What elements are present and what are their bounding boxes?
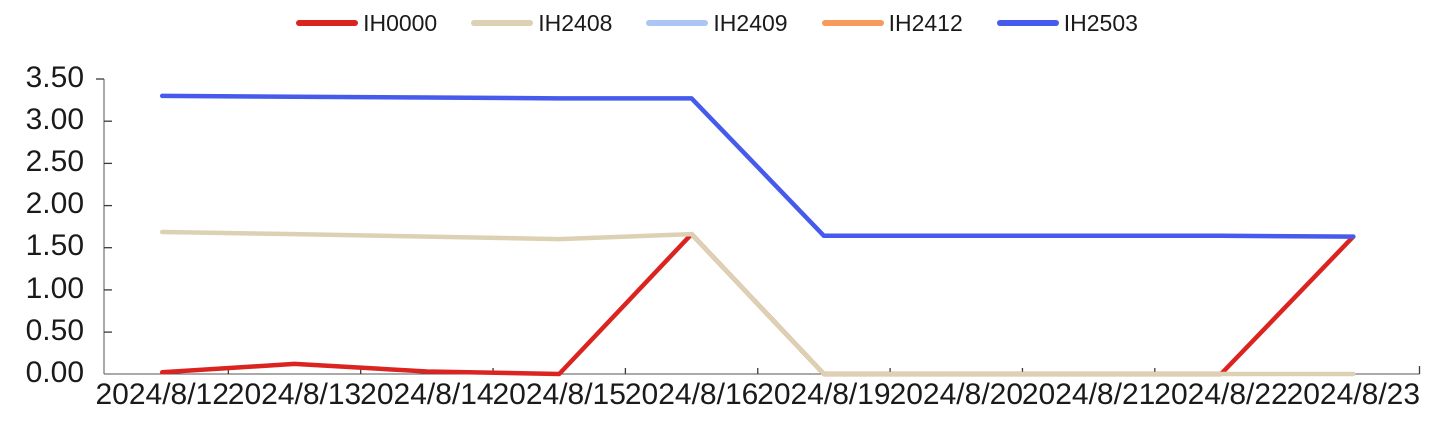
- svg-text:3.00: 3.00: [26, 103, 84, 136]
- svg-text:1.00: 1.00: [26, 272, 84, 305]
- svg-text:2024/8/12: 2024/8/12: [95, 378, 228, 411]
- svg-text:2024/8/22: 2024/8/22: [1154, 378, 1287, 411]
- svg-text:2024/8/21: 2024/8/21: [1022, 378, 1155, 411]
- svg-text:0.50: 0.50: [26, 314, 84, 347]
- svg-text:2024/8/15: 2024/8/15: [492, 378, 625, 411]
- svg-text:1.50: 1.50: [26, 229, 84, 262]
- svg-text:2024/8/20: 2024/8/20: [890, 378, 1023, 411]
- svg-text:2024/8/14: 2024/8/14: [360, 378, 493, 411]
- svg-text:2.50: 2.50: [26, 145, 84, 178]
- svg-text:2024/8/13: 2024/8/13: [228, 378, 361, 411]
- svg-text:2024/8/19: 2024/8/19: [757, 378, 890, 411]
- svg-text:2024/8/16: 2024/8/16: [625, 378, 758, 411]
- svg-text:0.00: 0.00: [26, 356, 84, 389]
- svg-text:2.00: 2.00: [26, 187, 84, 220]
- svg-text:3.50: 3.50: [26, 61, 84, 94]
- svg-text:2024/8/23: 2024/8/23: [1287, 378, 1420, 411]
